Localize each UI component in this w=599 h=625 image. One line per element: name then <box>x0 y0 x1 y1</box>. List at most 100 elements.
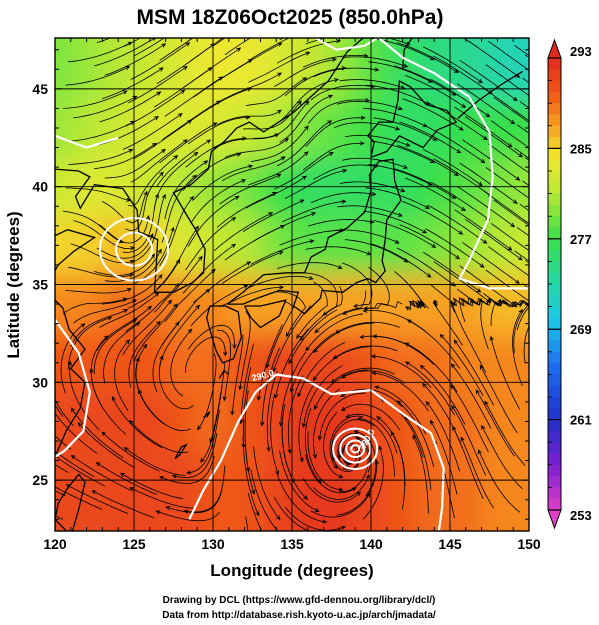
streamline-arrow <box>580 190 584 193</box>
colorbar-extend-top <box>547 38 562 59</box>
streamline <box>331 367 395 383</box>
streamline-arrow <box>91 490 97 495</box>
streamline-arrow <box>536 125 540 128</box>
streamline-arrow <box>232 344 237 350</box>
colorbar-tick-label: 261 <box>570 413 592 428</box>
streamline-arrow <box>451 91 457 96</box>
streamline-arrow <box>154 116 159 121</box>
streamline-arrow <box>245 467 251 473</box>
streamline-arrow <box>340 525 346 530</box>
streamline <box>164 269 216 323</box>
streamline-arrow <box>400 188 406 193</box>
streamline-arrow <box>304 100 310 106</box>
streamline <box>450 384 489 453</box>
streamline-arrow <box>209 438 214 444</box>
streamline-arrow <box>356 491 362 496</box>
streamline <box>459 162 518 204</box>
streamline <box>128 259 180 309</box>
streamline <box>305 117 365 147</box>
streamline <box>399 121 461 154</box>
streamline <box>493 199 529 226</box>
streamline-arrow <box>328 94 334 99</box>
streamline-arrow <box>302 175 307 180</box>
streamline <box>94 254 155 276</box>
streamline <box>370 140 435 163</box>
streamline-arrow <box>412 434 417 440</box>
streamline-arrow <box>416 304 421 309</box>
streamline-arrow <box>486 298 492 303</box>
streamline <box>101 67 164 99</box>
colorbar-segment <box>548 498 561 511</box>
streamline-arrow <box>477 449 482 455</box>
streamline-arrow <box>374 459 379 465</box>
contour-ring <box>350 444 361 454</box>
colorbar-tick-label: 253 <box>570 508 592 523</box>
streamline-arrow <box>195 304 200 310</box>
streamline <box>214 133 279 149</box>
colorbar-segment <box>548 385 561 398</box>
streamline <box>128 321 161 388</box>
streamline-arrow <box>302 77 308 82</box>
streamline <box>485 166 529 199</box>
field-cell <box>134 450 166 531</box>
streamline <box>250 125 309 163</box>
streamline <box>482 87 529 122</box>
streamline-arrow <box>159 171 164 177</box>
streamline <box>364 266 390 309</box>
streamline-arrow <box>246 261 252 266</box>
colorbar-segment <box>548 80 561 93</box>
streamline <box>99 91 161 123</box>
streamline-arrow <box>485 112 491 118</box>
streamline <box>514 45 529 57</box>
streamline-arrow <box>451 194 457 199</box>
streamline-arrow <box>451 282 457 287</box>
streamline <box>493 96 529 124</box>
streamline <box>261 347 280 426</box>
y-tick-label: 45 <box>32 81 48 97</box>
streamline-arrow <box>507 246 513 251</box>
field-cell <box>386 450 419 531</box>
streamline <box>214 212 273 252</box>
streamline <box>310 192 376 204</box>
streamline-arrow <box>456 149 462 154</box>
field-cell <box>292 333 324 393</box>
streamline <box>99 216 149 244</box>
coastline <box>203 411 211 418</box>
streamline <box>371 355 432 388</box>
streamline-arrow <box>197 425 202 431</box>
streamline-arrow <box>322 311 328 316</box>
streamline <box>125 89 185 127</box>
streamline <box>274 291 307 337</box>
streamline <box>432 300 463 346</box>
streamline-arrow <box>287 448 292 455</box>
streamline-arrow <box>296 334 301 339</box>
streamline <box>339 79 405 89</box>
streamline-arrow <box>266 446 271 452</box>
streamline-arrow <box>200 457 205 463</box>
streamline <box>493 300 529 308</box>
streamline <box>459 60 518 101</box>
streamline <box>128 155 178 207</box>
streamline-arrow <box>265 363 270 369</box>
y-tick-label: 35 <box>32 277 48 293</box>
streamline <box>335 321 400 334</box>
streamline <box>156 139 211 187</box>
streamline <box>374 386 427 435</box>
streamline-arrow <box>461 103 467 108</box>
streamline <box>282 200 346 223</box>
colorbar-segment <box>548 193 561 206</box>
streamline <box>422 46 483 84</box>
colorbar-segment <box>548 351 561 364</box>
streamline-arrow <box>475 389 480 395</box>
streamline <box>78 422 134 468</box>
streamline-arrow <box>272 367 277 373</box>
streamline <box>276 473 327 523</box>
streamline <box>193 165 253 201</box>
streamline-arrow <box>342 168 348 174</box>
streamline-arrow <box>243 285 249 289</box>
streamline <box>412 435 429 514</box>
streamline <box>130 487 194 509</box>
streamline <box>451 302 487 373</box>
streamline-arrow <box>161 148 166 154</box>
